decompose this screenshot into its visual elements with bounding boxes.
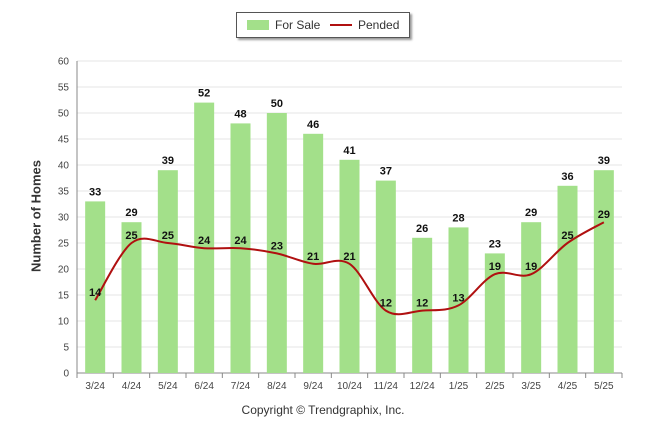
line-data-label: 19 [489,261,501,273]
x-tick-label: 5/25 [594,381,614,392]
y-tick-label: 60 [58,57,70,68]
bar-data-label: 36 [561,171,573,183]
line-data-label: 23 [271,240,283,252]
line-data-label: 25 [162,230,174,242]
x-tick-label: 8/24 [267,381,287,392]
bar-for-sale [303,133,324,373]
line-data-label: 14 [89,287,102,299]
y-tick-label: 0 [63,369,69,380]
bar-for-sale [521,222,542,373]
bar-data-label: 28 [452,212,464,224]
bar-for-sale [85,201,106,373]
line-data-label: 19 [525,261,537,273]
bar-for-sale [484,253,505,373]
line-data-label: 29 [598,209,610,221]
x-tick-label: 9/24 [303,381,323,392]
y-tick-label: 15 [58,291,70,302]
x-tick-label: 3/24 [85,381,105,392]
bar-for-sale [412,237,433,373]
y-tick-label: 30 [58,213,70,224]
line-data-label: 12 [380,298,392,310]
x-tick-label: 3/25 [521,381,541,392]
bar-data-label: 46 [307,119,319,131]
bar-data-label: 48 [234,108,246,120]
bar-data-label: 23 [489,238,501,250]
x-tick-label: 11/24 [374,381,399,392]
bar-data-label: 41 [343,145,355,157]
line-data-label: 24 [198,235,211,247]
bar-for-sale [157,170,178,373]
legend-label-for-sale: For Sale [275,18,321,32]
bar-data-label: 52 [198,88,210,100]
bar-for-sale [121,222,142,373]
y-tick-label: 35 [58,187,70,198]
x-tick-label: 4/25 [558,381,578,392]
bar-for-sale [194,102,215,373]
line-data-label: 21 [307,251,319,263]
bar-for-sale [593,170,614,373]
legend-item-for-sale[interactable]: For Sale [247,18,320,32]
x-tick-label: 6/24 [194,381,214,392]
line-data-label: 25 [125,230,137,242]
bar-for-sale [266,113,287,373]
x-tick-label: 12/24 [410,381,435,392]
x-tick-label: 7/24 [231,381,251,392]
line-data-label: 21 [343,251,355,263]
y-tick-label: 20 [58,265,70,276]
x-tick-label: 1/25 [449,381,469,392]
x-tick-label: 10/24 [337,381,362,392]
y-tick-label: 40 [58,161,70,172]
bar-data-label: 29 [525,207,537,219]
bar-data-label: 39 [598,155,610,167]
y-tick-label: 50 [58,109,70,120]
bar-for-sale [448,227,469,373]
bar-for-sale [557,185,578,373]
legend-label-pended: Pended [358,18,400,32]
y-tick-label: 45 [58,135,70,146]
y-tick-label: 10 [58,317,70,328]
legend-item-pended[interactable]: Pended [330,18,399,32]
line-data-label: 24 [234,235,247,247]
x-tick-label: 5/24 [158,381,178,392]
y-tick-label: 5 [63,343,69,354]
bar-data-label: 33 [89,186,101,198]
bar-data-label: 37 [380,166,392,178]
line-pended [94,221,605,316]
pended-swatch [330,24,352,26]
line-data-label: 25 [561,230,573,242]
x-tick-label: 2/25 [485,381,505,392]
bar-data-label: 26 [416,223,428,235]
copyright-text: Copyright © Trendgraphix, Inc. [241,403,405,417]
bar-for-sale [375,180,396,373]
bar-data-label: 29 [125,207,137,219]
line-data-label: 12 [416,298,428,310]
bar-data-label: 39 [162,155,174,167]
line-data-label: 13 [452,292,464,304]
bar-data-label: 50 [271,98,283,110]
legend: For Sale Pended [236,12,410,38]
for-sale-swatch [247,20,269,30]
y-tick-label: 25 [58,239,70,250]
bar-for-sale [339,159,360,373]
y-tick-label: 55 [58,83,70,94]
x-tick-label: 4/24 [122,381,142,392]
